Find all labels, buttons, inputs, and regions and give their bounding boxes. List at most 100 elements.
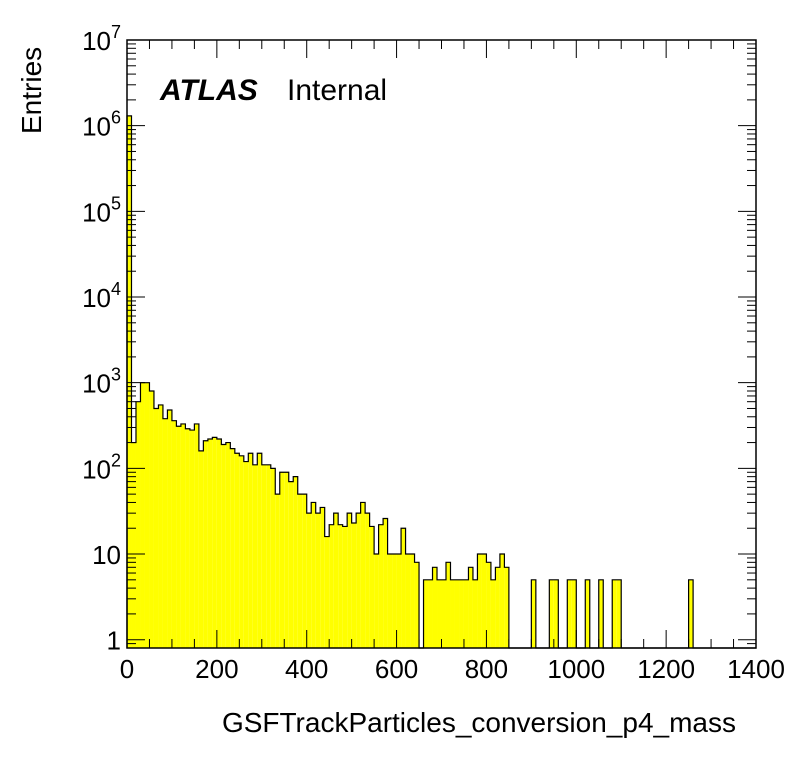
histogram-bar	[454, 579, 460, 648]
histogram-bar	[297, 494, 303, 648]
histogram-bar	[571, 579, 577, 648]
histogram-bar	[459, 579, 464, 648]
histogram-bar	[477, 554, 482, 648]
histogram-bar	[387, 554, 393, 648]
histogram-bar	[306, 513, 312, 648]
histogram-bar	[311, 502, 316, 648]
histogram-bar	[257, 453, 262, 648]
x-tick-label: 1200	[637, 654, 695, 684]
histogram-bar	[414, 562, 420, 648]
histogram-bar	[423, 579, 429, 648]
y-tick-label: 107	[82, 22, 121, 56]
x-tick-label: 400	[285, 654, 328, 684]
histogram-bar	[225, 442, 231, 648]
histogram-bar	[198, 450, 204, 648]
histogram-bar	[158, 404, 163, 648]
histogram-bar	[351, 523, 357, 648]
histogram-bar	[495, 567, 500, 648]
histogram-bar	[405, 554, 411, 648]
x-tick-labels: 0 200 400 600 800 1000 1200 1400	[120, 654, 785, 684]
histogram-bar	[365, 513, 370, 648]
histogram-bar	[230, 448, 235, 648]
histogram-bar	[275, 494, 280, 648]
histogram-bar	[144, 382, 150, 648]
histogram-bar	[207, 439, 213, 648]
internal-label: Internal	[287, 74, 387, 107]
histogram-bar	[360, 502, 366, 648]
histogram-bar	[243, 461, 249, 648]
histogram-bar	[410, 554, 415, 648]
histogram-bar	[261, 464, 267, 648]
y-tick-label: 106	[82, 108, 121, 142]
histogram-bar	[441, 579, 446, 648]
x-tick-label: 800	[465, 654, 508, 684]
histogram-bar	[531, 579, 536, 648]
histogram-bar	[445, 562, 451, 648]
y-tick-labels: 1 10 102 103 104 105 106 107	[82, 22, 121, 656]
histogram-bar	[189, 430, 195, 648]
histogram-bar	[383, 518, 388, 648]
x-tick-label: 1400	[727, 654, 785, 684]
histogram-bar	[149, 390, 154, 648]
histogram-bar	[248, 453, 253, 648]
histogram-bar	[374, 554, 379, 648]
histogram-bar	[167, 409, 172, 648]
axis-ticks	[126, 40, 757, 649]
histogram-bar	[549, 579, 554, 648]
histogram-bar	[293, 476, 298, 648]
histogram-bar	[356, 513, 361, 648]
histogram-bar	[212, 437, 217, 648]
y-tick-label: 103	[82, 365, 121, 399]
histogram-bar	[347, 513, 352, 648]
x-tick-label: 600	[375, 654, 418, 684]
histogram-bar	[162, 418, 168, 648]
y-tick-label: 10	[92, 540, 121, 570]
histogram-bar	[450, 579, 455, 648]
y-tick-label: 102	[82, 450, 121, 484]
x-axis-title: GSFTrackParticles_conversion_p4_mass	[222, 707, 736, 738]
histogram-bar	[553, 579, 559, 648]
histogram-bar	[315, 513, 321, 648]
histogram-bar	[140, 382, 145, 648]
histogram-bar	[127, 115, 132, 649]
x-tick-label: 0	[120, 654, 134, 684]
histogram-bar	[135, 401, 141, 648]
histogram-bar	[171, 420, 177, 648]
histogram-bar	[486, 562, 491, 648]
histogram-bar	[180, 423, 186, 648]
histogram-bar	[616, 579, 622, 648]
histogram-bar	[428, 579, 433, 648]
histogram-bar	[234, 453, 240, 648]
histogram-bar	[279, 472, 285, 648]
histogram-bar	[472, 579, 478, 648]
histogram-bar	[284, 472, 289, 648]
histogram-bar	[612, 579, 617, 648]
histogram-bar	[333, 513, 339, 648]
histogram-bar	[481, 554, 487, 648]
histogram-bar	[185, 428, 190, 648]
histogram-bars	[127, 115, 694, 649]
histogram-bar	[288, 481, 294, 648]
histogram-bar	[378, 524, 384, 648]
x-tick-label: 1000	[547, 654, 605, 684]
histogram-bar	[252, 464, 258, 648]
histogram-bar	[567, 579, 572, 648]
histogram-bar	[131, 442, 136, 648]
histogram-bar	[401, 528, 406, 648]
histogram-bar	[153, 408, 159, 648]
histogram-bar	[369, 526, 375, 648]
histogram-bar	[463, 579, 469, 648]
histogram-bar	[221, 444, 226, 648]
y-axis-title: Entries	[16, 47, 47, 134]
histogram-bar	[342, 526, 348, 648]
histogram-bar	[490, 579, 496, 648]
y-tick-label: 105	[82, 193, 121, 227]
histogram-bar	[320, 507, 325, 648]
histogram-bar	[203, 440, 208, 648]
histogram-bar	[270, 468, 276, 648]
histogram-bar	[239, 455, 244, 648]
histogram-bar	[432, 567, 438, 648]
histogram-bar	[266, 464, 271, 648]
histogram-bar	[468, 567, 473, 648]
